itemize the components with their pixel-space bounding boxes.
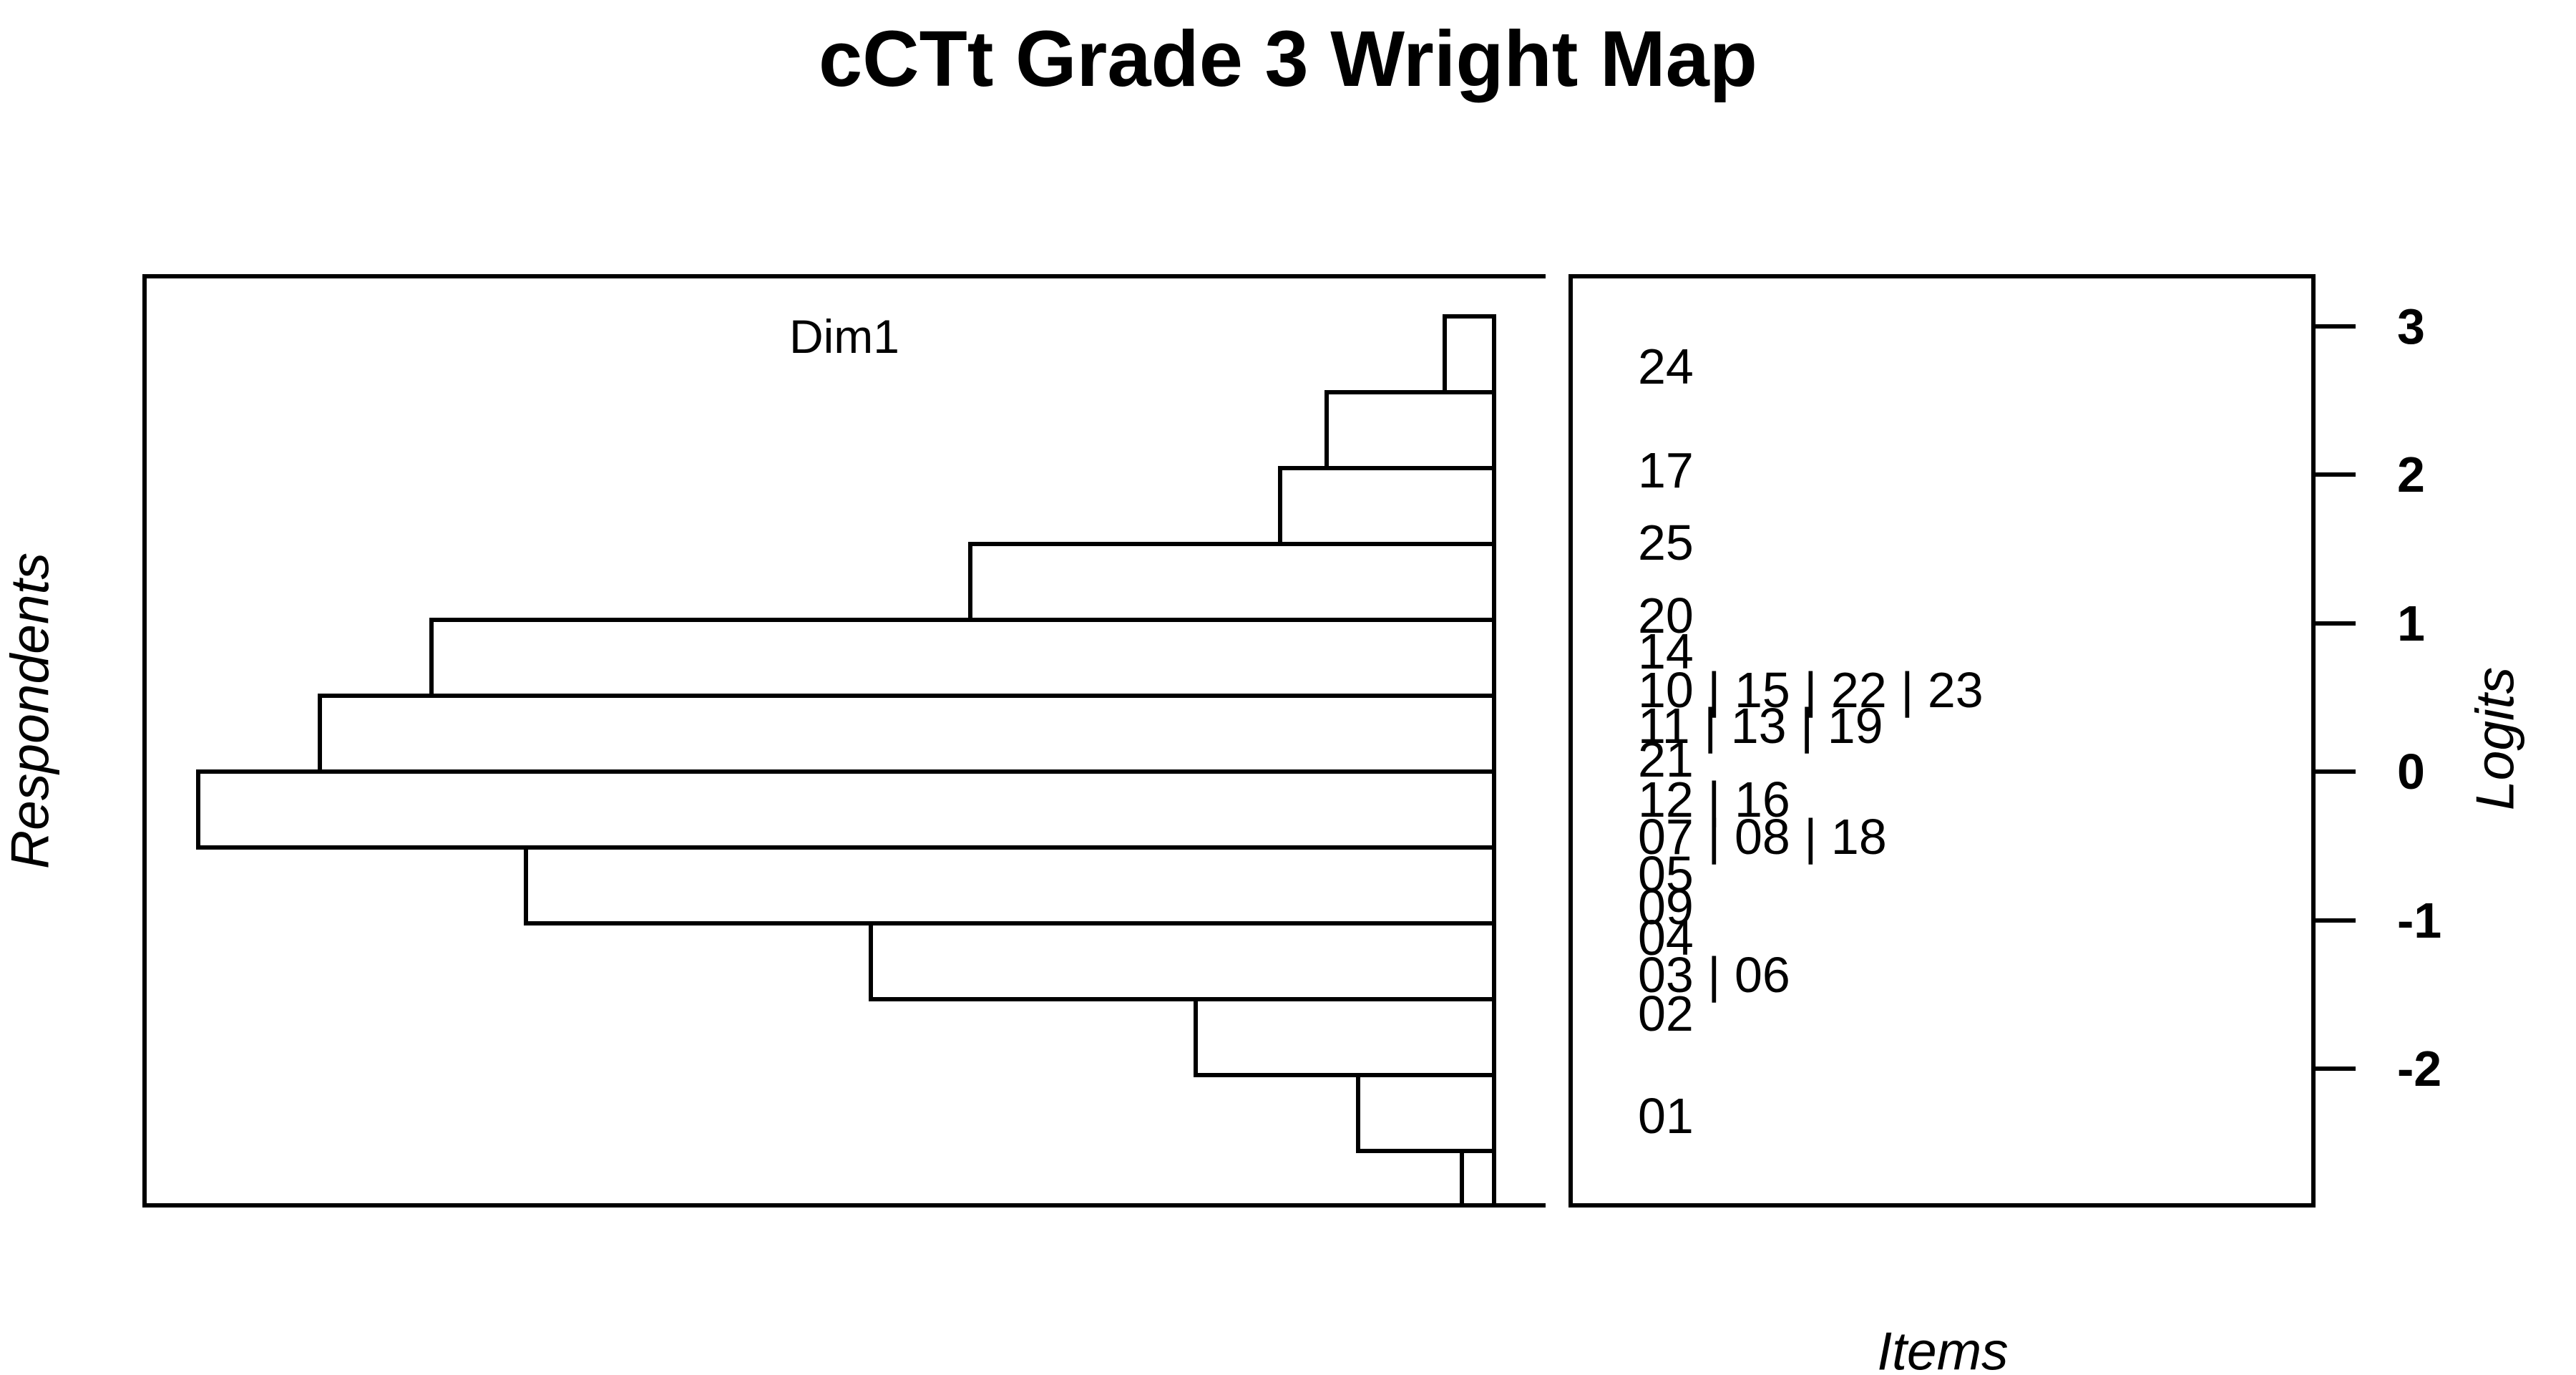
item-row: 14 [1638, 623, 1694, 679]
item-row: 04 [1638, 910, 1694, 966]
respondents-axis-label: Respondents [0, 553, 60, 869]
item-row: 24 [1638, 338, 1694, 394]
item-row: 07 | 08 | 18 [1638, 809, 1887, 865]
item-row: 09 [1638, 878, 1694, 935]
axis-tick-label: 1 [2397, 595, 2425, 651]
histogram-bar [429, 618, 1496, 698]
logits-axis-label: Logits [2464, 666, 2525, 811]
item-row: 20 [1638, 588, 1694, 644]
item-row: 03 | 06 [1638, 947, 1790, 1004]
item-row: 05 [1638, 846, 1694, 903]
axis-tick-label: -1 [2397, 892, 2442, 948]
axis-tick [2316, 472, 2356, 477]
histogram-bar [1194, 997, 1496, 1077]
chart-title: cCTt Grade 3 Wright Map [819, 15, 1757, 103]
histogram-bar [1324, 390, 1496, 470]
axis-tick-label: 3 [2397, 298, 2425, 354]
axis-tick [2316, 1067, 2356, 1071]
histogram-bar [1443, 314, 1496, 394]
histogram-bar [524, 845, 1496, 925]
histogram-bar [1278, 466, 1496, 546]
item-row: 25 [1638, 515, 1694, 571]
axis-tick [2316, 769, 2356, 774]
axis-tick-label: -2 [2397, 1041, 2442, 1097]
item-row: 01 [1638, 1088, 1694, 1145]
item-row: 02 [1638, 986, 1694, 1042]
axis-tick-label: 0 [2397, 744, 2425, 800]
item-row: 17 [1638, 442, 1694, 498]
item-row: 12 | 16 [1638, 772, 1790, 828]
histogram-bar [1356, 1073, 1496, 1153]
axis-tick [2316, 918, 2356, 923]
items-bottom-label: Items [1877, 1321, 2009, 1375]
axis-tick [2316, 324, 2356, 329]
histogram-bar [318, 694, 1496, 774]
axis-tick [2316, 621, 2356, 626]
histogram-bar [968, 542, 1496, 622]
item-row: 10 | 15 | 22 | 23 [1638, 661, 1984, 718]
dimension-label: Dim1 [789, 310, 899, 363]
axis-tick-label: 2 [2397, 447, 2425, 502]
histogram-bar [196, 769, 1496, 850]
histogram-bar [1460, 1149, 1496, 1208]
histogram-bar [869, 921, 1496, 1001]
item-row: 11 | 13 | 19 [1638, 697, 1883, 754]
item-panel-box [1568, 274, 2316, 1208]
person-panel-box [142, 274, 1546, 1208]
item-row: 21 [1638, 732, 1694, 788]
